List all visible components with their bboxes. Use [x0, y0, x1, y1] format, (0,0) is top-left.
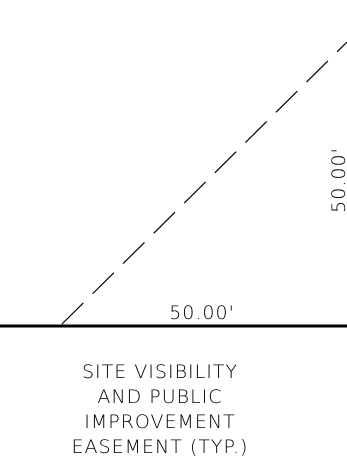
easement-note: SITE VISIBILITY AND PUBLIC IMPROVEMENT E…	[72, 361, 249, 458]
note-line-3: IMPROVEMENT	[84, 411, 236, 433]
sight-triangle-line	[61, 41, 347, 325]
note-line-4: EASEMENT (TYP.)	[72, 436, 249, 458]
dimension-label-horizontal: 50.00'	[169, 302, 235, 324]
dimension-label-vertical: 50.00'	[328, 147, 347, 213]
note-line-2: AND PUBLIC	[97, 386, 222, 408]
note-line-1: SITE VISIBILITY	[82, 361, 238, 383]
